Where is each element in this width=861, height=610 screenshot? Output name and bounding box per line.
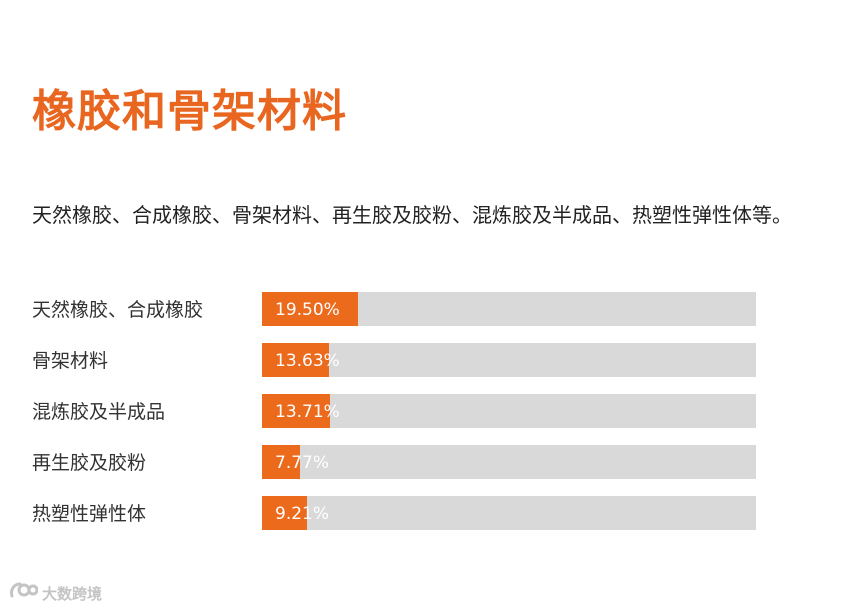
- bar-category-label: 天然橡胶、合成橡胶: [32, 299, 204, 321]
- bar-value-label: 13.71%: [275, 402, 340, 422]
- bar-row: 天然橡胶、合成橡胶 19.50%: [0, 292, 861, 326]
- watermark: 大数跨境: [8, 580, 102, 606]
- bar-track: 19.50%: [262, 292, 756, 326]
- bar-fill: [262, 445, 301, 479]
- bar-track: 13.63%: [262, 343, 756, 377]
- bar-value-label: 7.77%: [275, 453, 330, 473]
- watermark-text: 大数跨境: [42, 584, 103, 603]
- bar-category-label: 热塑性弹性体: [32, 503, 147, 525]
- bar-track: 7.77%: [262, 445, 756, 479]
- bar-fill: [262, 292, 359, 326]
- page-title: 橡胶和骨架材料: [32, 86, 347, 137]
- bar-category-label: 再生胶及胶粉: [32, 452, 147, 474]
- bar-category-label: 混炼胶及半成品: [32, 401, 166, 423]
- bar-row: 热塑性弹性体 9.21%: [0, 496, 861, 530]
- bar-row: 骨架材料 13.63%: [0, 343, 861, 377]
- brand-logo-icon: [8, 580, 39, 606]
- category-description: 天然橡胶、合成橡胶、骨架材料、再生胶及胶粉、混炼胶及半成品、热塑性弹性体等。: [32, 203, 792, 227]
- bar-fill: [262, 343, 330, 377]
- bar-row: 混炼胶及半成品 13.71%: [0, 394, 861, 428]
- bar-row: 再生胶及胶粉 7.77%: [0, 445, 861, 479]
- bar-track: 9.21%: [262, 496, 756, 530]
- bar-value-label: 9.21%: [275, 504, 330, 524]
- bar-track: 13.71%: [262, 394, 756, 428]
- bar-value-label: 13.63%: [275, 351, 340, 371]
- bar-fill: [262, 496, 308, 530]
- bar-fill: [262, 394, 330, 428]
- bar-value-label: 19.50%: [275, 300, 340, 320]
- bar-category-label: 骨架材料: [32, 350, 109, 372]
